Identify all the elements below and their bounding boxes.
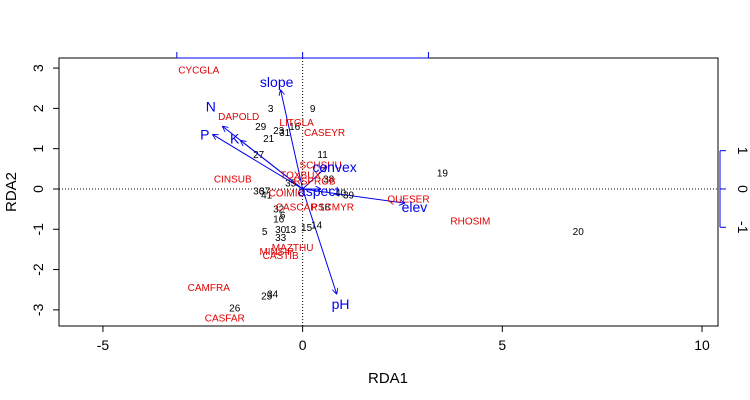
site-label: 18 [319,203,331,214]
right-axis: -1 0 1 [719,147,750,234]
site-label: 5 [262,227,268,238]
site-label: 15 [301,223,313,234]
env-arrow-pH [302,188,337,294]
env-label-convex: convex [312,159,356,175]
site-label: 31 [279,128,291,139]
right-tick-label: 1 [735,147,750,155]
y-tick-label: 1 [30,145,46,153]
species-label: CASCAR [276,203,318,214]
site-label: 13 [285,225,297,236]
species-label: QUESER [387,195,429,206]
site-label: 38 [323,174,335,185]
x-tick-label: -5 [97,337,110,353]
site-label: 19 [437,168,449,179]
y-tick-label: 0 [30,185,46,193]
env-arrow-elev [302,188,405,203]
species-label: MAZTHU [272,243,314,254]
y-tick-label: 3 [30,64,46,72]
env-arrows [213,90,405,294]
site-label: 35 [285,178,297,189]
species-label: PSCMYR [311,203,354,214]
species-label: DAPOLD [218,112,259,123]
env-label-slope: slope [260,74,294,90]
site-label: 27 [253,150,265,161]
env-label-K: K [230,131,240,147]
species-label: COIMIC [269,189,305,200]
env-arrow-P [213,135,303,190]
species-label: MINSIP [259,247,294,258]
site-label: 16 [289,122,301,133]
species-label: TOXBUX [280,170,321,181]
site-label: 9 [310,104,316,115]
site-label: 34 [267,289,279,300]
plot-frame [58,57,719,327]
site-label: 3 [268,104,274,115]
env-label-P: P [200,127,209,143]
species-label: CASEYR [304,128,345,139]
env-label-aspect: aspect [298,183,339,199]
env-arrow-K [241,141,303,190]
site-label: 6 [280,211,286,222]
species-label: CAMFRA [188,283,231,294]
y-axis-label: RDA2 [3,172,20,212]
env-label-elev: elev [402,199,428,215]
y-tick-label: -2 [30,263,46,276]
y-tick-label: -3 [30,303,46,316]
right-tick-label: 0 [735,185,750,193]
env-arrow-slope [281,90,304,190]
x-axis: -5 0 5 10 [97,325,710,353]
species-label: CYCGLA [178,66,219,77]
y-tick-label: -1 [30,223,46,236]
site-label: 26 [229,303,241,314]
x-tick-label: 0 [299,337,307,353]
site-label: 40 [335,189,347,200]
site-label: 25 [261,291,273,302]
right-tick-label: -1 [735,221,750,234]
species-label: LITGLA [279,118,314,129]
site-label: 21 [263,134,275,145]
top-axis [176,52,429,59]
site-label: 14 [311,221,323,232]
species-label: RHOSIM [450,217,490,228]
site-label: 23 [273,126,285,137]
x-axis-label: RDA1 [368,370,408,387]
species-label: CASFAR [205,313,245,324]
y-axis: -3 -2 -1 0 1 2 3 [30,64,60,316]
env-label-pH: pH [332,296,350,312]
site-label: 37 [259,186,271,197]
site-label: 33 [275,233,287,244]
env-arrow-convex [302,167,327,190]
site-label: 41 [261,191,273,202]
site-label: 20 [573,227,585,238]
zero-guides [59,58,718,326]
site-label: 29 [255,122,267,133]
x-tick-label: 5 [498,337,506,353]
species-label: CINSUB [214,174,252,185]
species-label: RSPROB [293,176,336,187]
site-label: 30 [275,225,287,236]
env-label-N: N [206,98,216,114]
species-label: CASTIB [263,251,299,262]
site-label: 16 [273,215,285,226]
site-label: 11 [317,150,328,161]
site-label: 39 [343,191,355,202]
y-tick-label: 2 [30,104,46,112]
x-tick-label: 10 [694,337,710,353]
site-label: 32 [273,205,285,216]
species-label: SCHSHU [299,160,341,171]
site-label: 36 [253,186,265,197]
